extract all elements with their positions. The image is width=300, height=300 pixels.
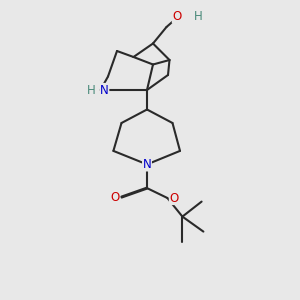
Text: O: O	[169, 191, 178, 205]
Text: H: H	[194, 10, 203, 23]
Text: N: N	[100, 83, 109, 97]
Text: O: O	[110, 190, 119, 204]
Text: N: N	[142, 158, 152, 171]
Text: H: H	[87, 83, 96, 97]
Text: O: O	[172, 10, 182, 23]
